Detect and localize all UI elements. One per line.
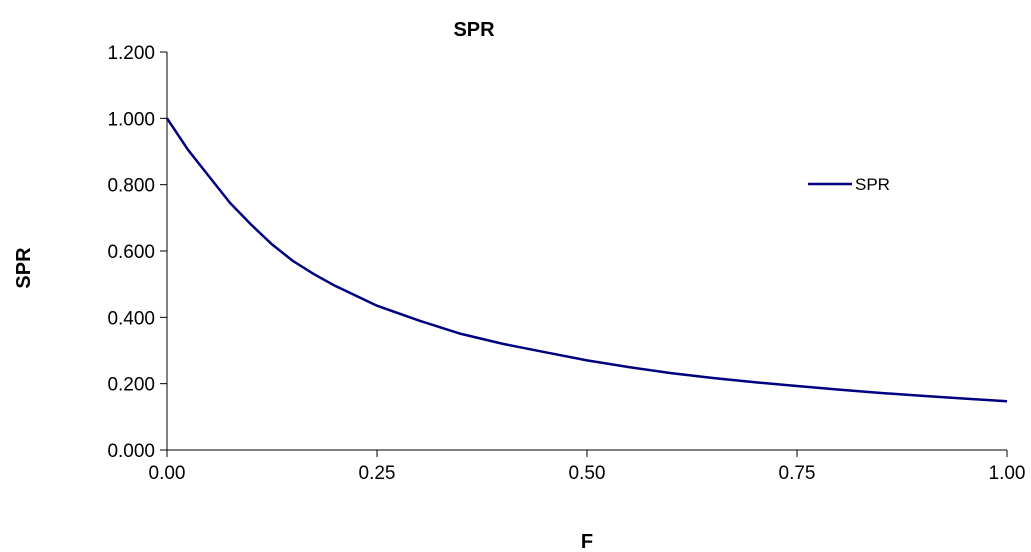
x-tick-label: 0.50 (569, 463, 606, 484)
y-ticks: 0.000 0.200 0.400 0.600 0.800 1.000 1.200 (107, 43, 167, 462)
x-tick-label: 0.75 (779, 463, 816, 484)
y-tick-label: 0.600 (107, 242, 155, 263)
y-axis-label: SPR (13, 247, 35, 289)
x-axis-label: F (581, 531, 593, 552)
y-tick-label: 0.800 (107, 176, 155, 197)
y-tick-label: 0.200 (107, 375, 155, 396)
series-line-spr (165, 117, 1008, 403)
x-tick-label: 0.25 (359, 463, 396, 484)
y-tick-label: 1.000 (107, 109, 155, 130)
chart-title: SPR (453, 19, 495, 41)
y-tick-label: 0.400 (107, 308, 155, 329)
x-tick-label: 0.00 (149, 463, 186, 484)
x-ticks: 0.00 0.25 0.50 0.75 1.00 (149, 450, 1026, 484)
legend: SPR (808, 175, 890, 194)
series-layer (165, 117, 1008, 403)
y-tick-label: 1.200 (107, 43, 155, 64)
legend-label: SPR (855, 175, 890, 194)
x-tick-label: 1.00 (989, 463, 1026, 484)
y-tick-label: 0.000 (107, 441, 155, 462)
